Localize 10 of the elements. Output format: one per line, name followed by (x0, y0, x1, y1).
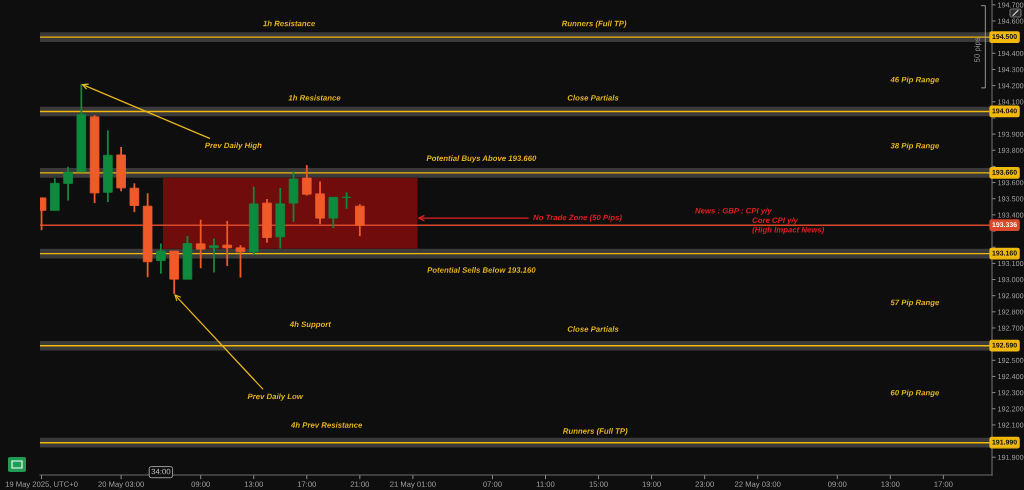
candlestick (328, 196, 339, 229)
candlestick (235, 244, 246, 279)
candlestick (156, 242, 166, 275)
candlestick (209, 237, 219, 274)
candlestick (63, 165, 73, 202)
candlestick (195, 218, 206, 270)
candlestick (129, 182, 140, 214)
candlestick (301, 164, 312, 197)
candlestick (355, 203, 365, 238)
candlestick (222, 220, 233, 267)
